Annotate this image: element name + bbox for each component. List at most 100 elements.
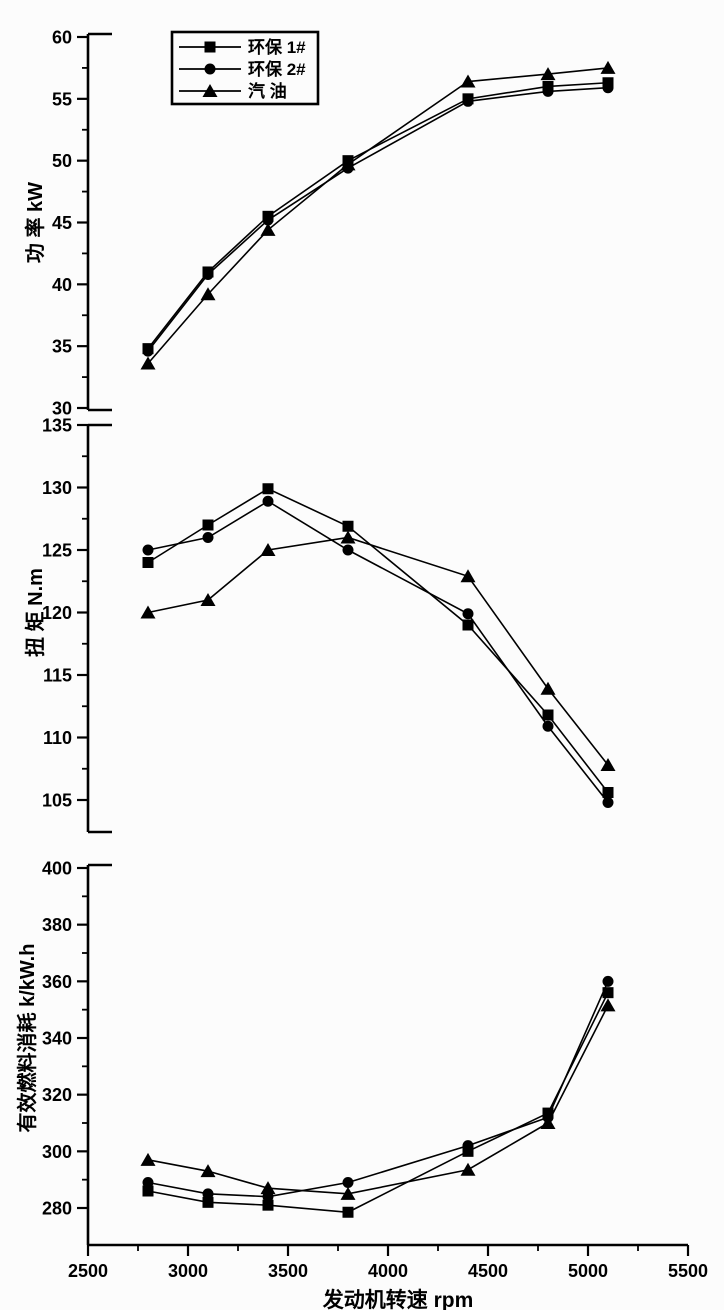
x-tick-label: 2500 — [68, 1261, 108, 1281]
y-tick-label: 280 — [42, 1198, 72, 1218]
fuel-panel: 280 300 320 340 360 380 400 有效燃料消耗 k/kW.h — [15, 858, 616, 1245]
data-point-marker — [260, 1181, 276, 1195]
x-tick-label: 4000 — [368, 1261, 408, 1281]
data-point-marker — [602, 82, 614, 94]
x-tick-label: 3500 — [268, 1261, 308, 1281]
data-point-marker — [602, 787, 614, 798]
data-point-marker — [342, 1177, 354, 1188]
data-point-marker — [600, 758, 616, 771]
data-point-marker — [342, 520, 354, 532]
data-point-marker — [200, 1164, 216, 1178]
y-tick-label: 40 — [52, 275, 72, 295]
series-3 — [140, 530, 616, 771]
data-point-marker — [260, 222, 276, 236]
data-point-marker — [142, 557, 154, 568]
data-point-marker — [262, 483, 274, 495]
torque-panel: 105 110 115 120 125 130 135 扭 矩 N.m — [23, 415, 616, 834]
series-3 — [140, 998, 616, 1200]
legend-label: 汽 油 — [248, 81, 287, 101]
y-tick-label: 340 — [42, 1028, 72, 1048]
series-2 — [142, 82, 614, 357]
x-tick-label: 5500 — [668, 1261, 708, 1281]
series-1 — [142, 483, 614, 798]
series-line — [147, 992, 609, 1214]
data-point-marker — [202, 532, 214, 543]
x-axis: 2500 3000 3500 4000 4500 5000 5500 发动机转速 rpm — [68, 1243, 708, 1310]
data-point-marker — [542, 709, 554, 721]
y-tick-label: 400 — [42, 858, 72, 878]
y-tick-label: 45 — [52, 213, 72, 233]
data-point-marker — [340, 157, 356, 171]
data-point-marker — [460, 74, 476, 88]
y-tick-label: 320 — [42, 1085, 72, 1105]
series-2 — [142, 975, 614, 1203]
y-axis-title: 功 率 kW — [23, 182, 47, 263]
y-tick-label: 55 — [52, 89, 72, 109]
series-line — [147, 67, 609, 365]
data-point-marker — [542, 720, 554, 732]
y-tick-label: 380 — [42, 915, 72, 935]
data-point-marker — [540, 681, 556, 695]
y-tick-label: 30 — [52, 398, 72, 418]
data-point-marker — [262, 495, 274, 507]
data-point-marker — [462, 608, 474, 620]
data-point-marker — [462, 95, 474, 107]
legend-circle-marker — [204, 63, 216, 75]
x-axis-title: 发动机转速 rpm — [322, 1288, 474, 1310]
data-point-marker — [140, 1152, 156, 1166]
y-tick-label: 60 — [52, 27, 72, 47]
data-point-marker — [542, 85, 554, 97]
legend-triangle-marker — [202, 84, 218, 97]
data-point-marker — [262, 214, 274, 226]
data-point-marker — [142, 1185, 154, 1197]
legend-box — [170, 30, 320, 106]
series-line — [147, 86, 609, 352]
y-tick-label: 130 — [42, 478, 72, 498]
series-2 — [142, 495, 614, 808]
series-line — [147, 81, 609, 350]
y-tick-label: 115 — [43, 665, 72, 685]
data-point-marker — [202, 1188, 214, 1200]
data-point-marker — [200, 593, 216, 606]
y-tick-label: 50 — [52, 151, 72, 171]
data-point-marker — [540, 67, 556, 81]
x-tick-label: 5000 — [568, 1261, 608, 1281]
series-line — [147, 487, 609, 793]
data-point-marker — [602, 797, 614, 808]
legend-label: 环保 1# — [248, 37, 306, 57]
data-point-marker — [142, 345, 154, 357]
data-point-marker — [140, 356, 156, 370]
x-tick-label: 4500 — [468, 1261, 508, 1281]
data-point-marker — [342, 1206, 354, 1218]
y-tick-label: 35 — [52, 337, 72, 357]
data-point-marker — [200, 287, 216, 301]
y-tick-label: 120 — [42, 603, 72, 623]
series-1 — [142, 987, 614, 1218]
series-line — [147, 1005, 609, 1195]
data-point-marker — [462, 619, 474, 631]
y-tick-label: 300 — [42, 1142, 72, 1162]
y-tick-label: 360 — [42, 972, 72, 992]
data-point-marker — [602, 975, 614, 987]
data-point-marker — [142, 544, 154, 556]
legend: 环保 1#环保 2#汽 油 — [170, 30, 320, 106]
y-tick-label: 135 — [42, 415, 72, 435]
data-point-marker — [260, 543, 276, 556]
y-axis-title: 扭 矩 N.m — [23, 568, 47, 657]
y-tick-label: 125 — [42, 540, 72, 560]
data-point-marker — [340, 530, 356, 544]
data-point-marker — [140, 605, 156, 619]
y-tick-label: 105 — [42, 790, 72, 810]
data-point-marker — [462, 1140, 474, 1152]
data-point-marker — [600, 60, 616, 74]
data-point-marker — [342, 544, 354, 556]
data-point-marker — [540, 1116, 556, 1129]
series-line — [147, 536, 609, 766]
x-tick-label: 3000 — [168, 1261, 208, 1281]
y-tick-label: 110 — [43, 728, 72, 748]
data-point-marker — [202, 1196, 214, 1208]
data-point-marker — [202, 519, 214, 531]
series-line — [147, 981, 609, 1198]
